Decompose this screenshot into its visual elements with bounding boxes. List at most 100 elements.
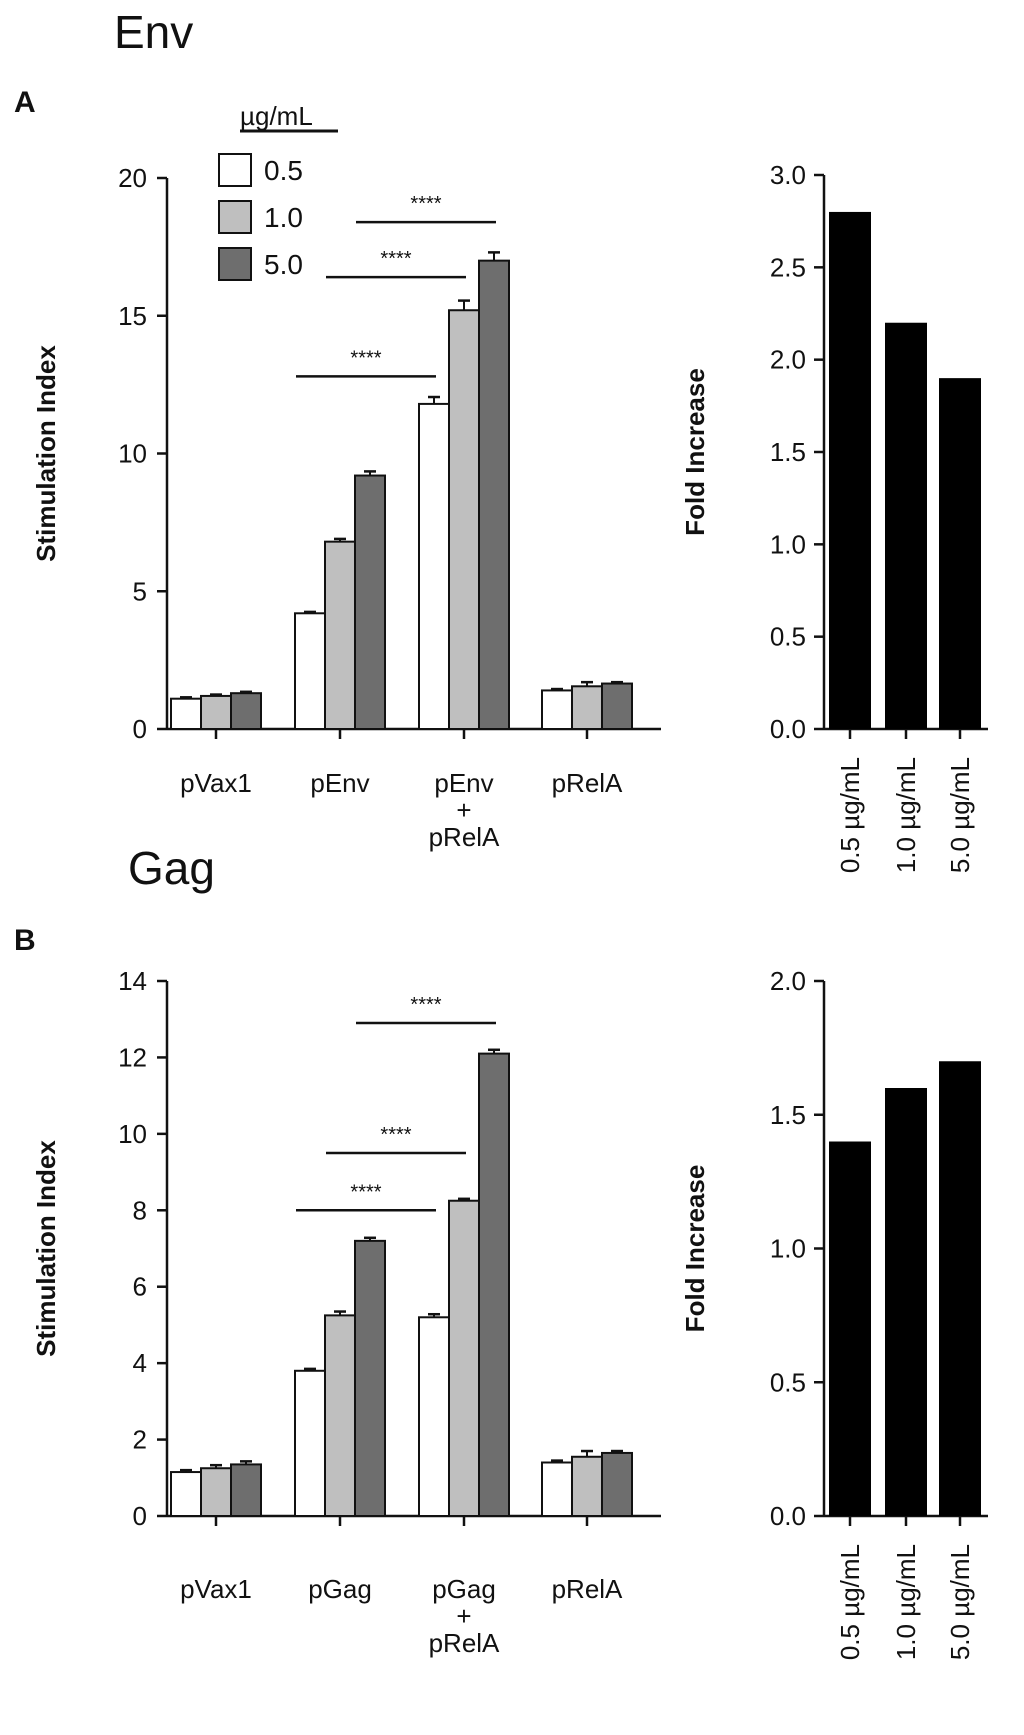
category-label: +: [456, 1601, 471, 1631]
category-label: 5.0 µg/mL: [945, 1544, 975, 1660]
y-tick-label: 8: [133, 1195, 147, 1225]
category-label: pRelA: [552, 1574, 623, 1604]
y-tick-label: 1.0: [770, 529, 806, 559]
y-tick-label: 1.5: [770, 437, 806, 467]
bar-dose-5-0: [478, 259, 510, 730]
y-tick-label: 2: [133, 1425, 147, 1455]
y-tick-label: 0.5: [770, 622, 806, 652]
bar-dose-5-0: [230, 692, 262, 730]
bar-dose-0-5: [418, 1316, 450, 1518]
fold-bar: [829, 1141, 871, 1516]
fold-bar: [885, 322, 927, 729]
y-tick-label: 12: [118, 1042, 147, 1072]
fold-bar: [885, 1088, 927, 1516]
legend: µg/mL 0.5 1.0 5.0: [218, 101, 338, 281]
bar-dose-5-0: [478, 1052, 510, 1518]
significance-label: ****: [380, 1124, 411, 1146]
category-label: pGag: [308, 1574, 372, 1604]
y-tick-label: 15: [118, 301, 147, 331]
category-label: pVax1: [180, 1574, 252, 1604]
bar-dose-0-5: [294, 612, 326, 730]
y-tick-label: 0.0: [770, 1501, 806, 1531]
y-axis-title: Fold Increase: [680, 1165, 710, 1333]
legend-swatch-1-0: [218, 200, 252, 234]
fold-bar: [939, 378, 981, 729]
bar-dose-5-0: [354, 1239, 386, 1518]
bar-dose-1-0: [448, 1199, 480, 1518]
y-axis-title: Stimulation Index: [31, 1140, 61, 1357]
bar-dose-1-0: [200, 694, 232, 731]
y-tick-label: 0.0: [770, 714, 806, 744]
bar-dose-1-0: [324, 540, 356, 730]
category-label: 1.0 µg/mL: [891, 757, 921, 873]
gag-stimulation-chart: 0 2 4 6 8 10 12 14 Stimulation Index pVax1 pGag pGa…: [31, 966, 661, 1658]
category-label: 1.0 µg/mL: [891, 1544, 921, 1660]
y-tick-label: 14: [118, 966, 147, 996]
y-tick-label: 2.0: [770, 966, 806, 996]
panel-letter-a: A: [14, 86, 36, 119]
y-tick-label: 10: [118, 1119, 147, 1149]
env-fold-increase-chart: 0.0 0.5 1.0 1.5 2.0 2.5 3.0 Fold Increase 0.5 µg…: [680, 160, 988, 873]
significance-label: ****: [410, 193, 441, 215]
legend-swatch-5-0: [218, 247, 252, 281]
bar-dose-1-0: [324, 1314, 356, 1517]
y-tick-label: 1.5: [770, 1100, 806, 1130]
y-tick-label: 0.5: [770, 1367, 806, 1397]
category-label: pVax1: [180, 768, 252, 798]
y-axis-title: Stimulation Index: [31, 345, 61, 562]
section-title-gag: Gag: [128, 842, 215, 894]
fold-bar: [829, 211, 871, 729]
bar-dose-0-5: [541, 1461, 573, 1517]
section-title-env: Env: [114, 6, 193, 58]
category-label: +: [456, 795, 471, 825]
y-axis-title: Fold Increase: [680, 368, 710, 536]
y-tick-label: 10: [118, 439, 147, 469]
category-label: pRelA: [429, 1628, 500, 1658]
bar-dose-0-5: [294, 1369, 326, 1518]
legend-swatch-0-5: [218, 153, 252, 187]
y-tick-label: 20: [118, 163, 147, 193]
bar-dose-1-0: [571, 1455, 603, 1517]
bar-dose-5-0: [601, 682, 633, 730]
legend-label-5-0: 5.0: [264, 249, 303, 280]
bar-dose-1-0: [571, 685, 603, 730]
category-label: pRelA: [552, 768, 623, 798]
y-tick-label: 0: [133, 714, 147, 744]
gag-fold-increase-chart: 0.0 0.5 1.0 1.5 2.0 Fold Increase 0.5 µg/mL 1.0…: [680, 966, 988, 1660]
y-tick-label: 2.5: [770, 252, 806, 282]
legend-label-1-0: 1.0: [264, 202, 303, 233]
bar-dose-0-5: [170, 1471, 202, 1518]
bar-dose-0-5: [541, 689, 573, 730]
y-tick-label: 5: [133, 576, 147, 606]
fold-bar: [939, 1061, 981, 1516]
category-label: pRelA: [429, 822, 500, 852]
bar-dose-5-0: [354, 474, 386, 731]
bar-dose-5-0: [601, 1451, 633, 1517]
bar-dose-0-5: [418, 402, 450, 730]
y-tick-label: 4: [133, 1348, 147, 1378]
y-tick-label: 2.0: [770, 345, 806, 375]
y-tick-label: 0: [133, 1501, 147, 1531]
category-label: pGag: [432, 1574, 496, 1604]
panel-letter-b: B: [14, 924, 36, 957]
category-label: pEnv: [434, 768, 493, 798]
y-tick-label: 3.0: [770, 160, 806, 190]
category-label: 0.5 µg/mL: [835, 757, 865, 873]
category-label: pEnv: [310, 768, 369, 798]
significance-label: ****: [410, 994, 441, 1016]
y-tick-label: 6: [133, 1272, 147, 1302]
legend-title: µg/mL: [240, 101, 313, 131]
significance-label: ****: [350, 347, 381, 369]
bar-dose-5-0: [230, 1463, 262, 1518]
category-label: 0.5 µg/mL: [835, 1544, 865, 1660]
legend-label-0-5: 0.5: [264, 155, 303, 186]
bar-dose-1-0: [448, 309, 480, 730]
category-label: 5.0 µg/mL: [945, 757, 975, 873]
significance-label: ****: [350, 1181, 381, 1203]
bar-dose-0-5: [170, 697, 202, 731]
y-tick-label: 1.0: [770, 1234, 806, 1264]
significance-label: ****: [380, 248, 411, 270]
bar-dose-1-0: [200, 1467, 232, 1518]
